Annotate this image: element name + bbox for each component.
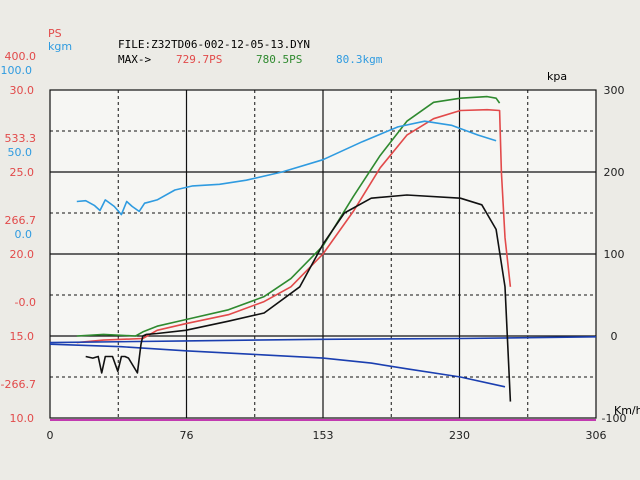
right-axis-ticks: 300 200 100 0 -100 bbox=[602, 84, 627, 425]
aux-tick-label: 15.0 bbox=[10, 330, 35, 343]
aux-tick-label: 10.0 bbox=[10, 412, 35, 425]
series-line-729-7ps bbox=[76, 108, 512, 344]
kpa-tick-label: -100 bbox=[602, 412, 627, 425]
series-line-4 bbox=[49, 336, 597, 344]
kgm-axis-label: kgm bbox=[48, 40, 72, 53]
max-ps-green: 780.5PS bbox=[256, 53, 302, 66]
series-layer bbox=[49, 95, 597, 402]
aux-tick-label: 25.0 bbox=[10, 166, 35, 179]
ps-tick-label: 533.3 bbox=[5, 132, 37, 145]
kpa-tick-label: 200 bbox=[604, 166, 625, 179]
ps-tick-label: 266.7 bbox=[5, 214, 37, 227]
x-axis-ticks: 0 76 153 230 306 bbox=[47, 429, 607, 442]
kpa-tick-label: 0 bbox=[611, 330, 618, 343]
ps-tick-label: -266.7 bbox=[1, 378, 36, 391]
kpa-tick-label: 100 bbox=[604, 248, 625, 261]
x-tick-label: 153 bbox=[313, 429, 334, 442]
aux-tick-label: 30.0 bbox=[10, 84, 35, 97]
x-tick-label: 306 bbox=[586, 429, 607, 442]
ps-tick-label: -0.0 bbox=[15, 296, 36, 309]
series-line-780-5ps bbox=[76, 95, 501, 337]
ps-tick-label: 400.0 bbox=[5, 50, 37, 63]
file-label: FILE:Z32TD06-002-12-05-13.DYN bbox=[118, 38, 310, 51]
kpa-tick-label: 300 bbox=[604, 84, 625, 97]
max-label: MAX-> bbox=[118, 53, 151, 66]
kgm-tick-label: 50.0 bbox=[8, 146, 33, 159]
ps-axis-label: PS bbox=[48, 27, 62, 40]
max-ps-red: 729.7PS bbox=[176, 53, 222, 66]
series-line-5 bbox=[85, 194, 512, 402]
series-line-kpa bbox=[49, 343, 506, 388]
aux-tick-label: 20.0 bbox=[10, 248, 35, 261]
kpa-axis-label: kpa bbox=[547, 70, 567, 83]
series-line-80-3kgm bbox=[76, 120, 497, 216]
kgm-tick-label: 100.0 bbox=[1, 64, 33, 77]
kgm-tick-label: 0.0 bbox=[15, 228, 33, 241]
x-tick-label: 76 bbox=[180, 429, 194, 442]
x-axis-unit-label: Km/h bbox=[614, 404, 640, 417]
x-tick-label: 230 bbox=[449, 429, 470, 442]
x-tick-label: 0 bbox=[47, 429, 54, 442]
max-kgm: 80.3kgm bbox=[336, 53, 383, 66]
